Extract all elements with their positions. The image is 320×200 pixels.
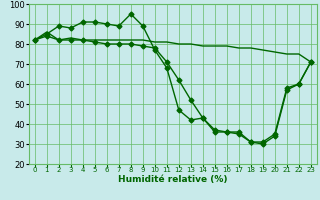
X-axis label: Humidité relative (%): Humidité relative (%): [118, 175, 228, 184]
